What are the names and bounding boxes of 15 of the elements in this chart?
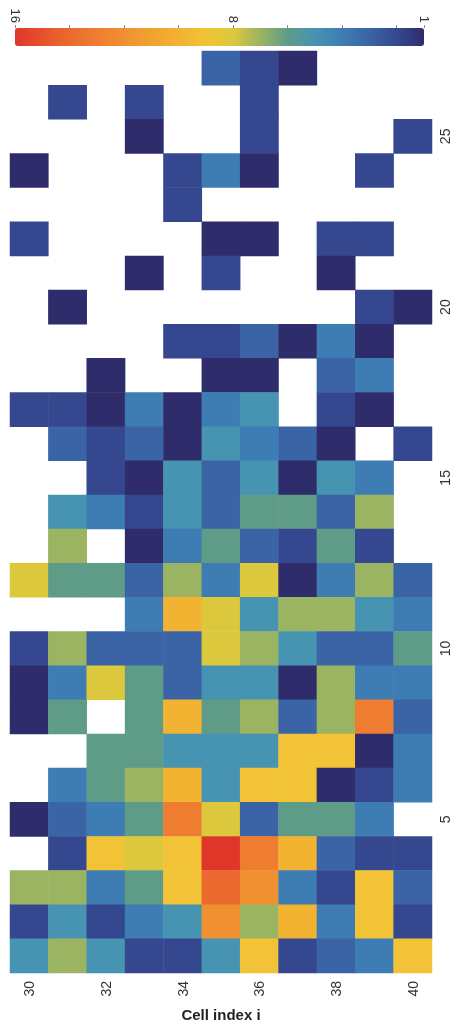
y-tick-label: 25 bbox=[437, 128, 453, 145]
color-bar-label: 16 bbox=[7, 8, 23, 23]
x-tick-label: 36 bbox=[251, 980, 268, 997]
color-bar-label: 8 bbox=[225, 15, 241, 23]
x-tick-label: 30 bbox=[21, 980, 38, 997]
y-tick-label: 5 bbox=[437, 815, 453, 824]
x-tick-label: 32 bbox=[97, 980, 114, 997]
x-tick-label: 38 bbox=[328, 980, 345, 997]
x-tick-label: 40 bbox=[404, 980, 421, 997]
y-tick-label: 15 bbox=[437, 469, 453, 486]
x-axis-title: Cell index i bbox=[181, 1006, 261, 1023]
color-bar-label: 1 bbox=[416, 15, 432, 23]
x-tick-label: 34 bbox=[174, 980, 191, 997]
y-tick-label: 10 bbox=[437, 640, 453, 657]
y-tick-label: 20 bbox=[437, 299, 453, 315]
